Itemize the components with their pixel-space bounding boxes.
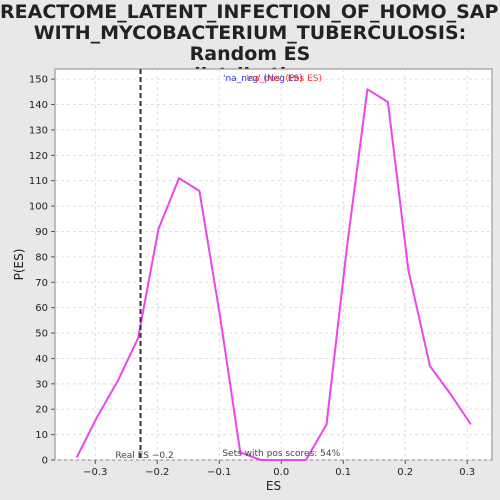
y-tick-label: 90 [35,227,48,238]
x-tick-label: 0.3 [459,467,475,478]
y-tick-label: 120 [29,151,48,162]
chart-title-line-1: REACTOME_LATENT_INFECTION_OF_HOMO_SAPIEN… [0,1,500,23]
y-tick-label: 70 [35,278,48,289]
y-tick-label: 130 [29,125,48,136]
y-tick-label: 140 [29,100,48,111]
y-tick-label: 100 [29,202,48,213]
grid-lines [55,69,492,461]
legend-entry-neg: 'na_neg' (Neg ES) [223,74,303,84]
y-tick-label: 110 [29,176,48,187]
y-tick-label: 10 [35,430,48,441]
chart-title-line-2: WITH_MYCOBACTERIUM_TUBERCULOSIS: Random … [33,22,467,65]
x-axis-label: ES [266,479,281,493]
y-tick-label: 60 [35,303,48,314]
x-tick-label: −0.1 [207,467,231,478]
y-tick-label: 80 [35,252,48,263]
y-tick-label: 0 [42,456,48,467]
x-tick-label: 0.1 [335,467,351,478]
legend-entry-pos: 'na_pos' (Pos ES) [246,74,322,84]
x-tick-label: 0.2 [397,467,413,478]
x-axis: −0.3 −0.2 −0.1 0.0 0.1 0.2 0.3 [83,460,475,478]
pos-scores-note: Sets with pos scores: 54% [222,449,340,459]
real-es-label: Real ES −0.2 [115,451,173,461]
x-tick-label: −0.2 [145,467,169,478]
y-tick-label: 40 [35,354,48,365]
x-tick-label: −0.3 [83,467,107,478]
y-tick-label: 30 [35,379,48,390]
plot-area [54,68,493,461]
y-axis-label: P(ES) [12,249,26,281]
x-tick-label: 0.0 [273,467,289,478]
y-tick-label: 50 [35,329,48,340]
y-tick-label: 20 [35,405,48,416]
y-axis: 0 10 20 30 40 50 60 70 80 90 100 110 120 130 140 150 [29,75,55,467]
y-tick-label: 150 [29,75,48,86]
